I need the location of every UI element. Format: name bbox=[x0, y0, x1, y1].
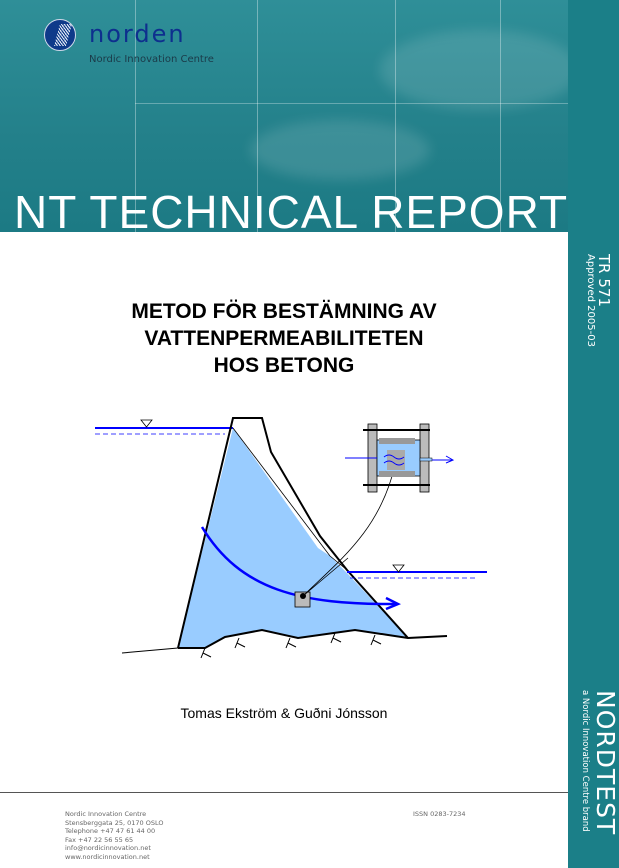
header-banner: norden Nordic Innovation Centre NT TECHN… bbox=[0, 0, 619, 232]
dam-outline bbox=[177, 417, 409, 649]
seepage-zone bbox=[178, 428, 408, 648]
water-level-marker bbox=[392, 564, 405, 573]
issn: ISSN 0283-7234 bbox=[413, 810, 466, 818]
logo-word: norden bbox=[89, 20, 186, 48]
logo-subtitle: Nordic Innovation Centre bbox=[89, 54, 214, 65]
footer-contact: Nordic Innovation Centre Stensberggata 2… bbox=[65, 810, 163, 861]
footer-fax: Fax +47 22 56 55 65 bbox=[65, 835, 134, 844]
report-type-title: NT TECHNICAL REPORT bbox=[14, 186, 569, 232]
footer-telephone: Telephone +47 47 61 44 00 bbox=[65, 827, 156, 835]
footer-address: Stensberggata 25, 0170 OSLO bbox=[65, 818, 164, 827]
foundation-line bbox=[178, 628, 448, 649]
norden-logo-icon bbox=[44, 19, 76, 51]
authors: Tomas Ekström & Guðni Jónsson bbox=[180, 705, 388, 721]
sample-core bbox=[294, 591, 311, 608]
ground-hatch bbox=[200, 632, 382, 659]
document-title: METOD FÖR BESTÄMNING AV VATTENPERMEABILI… bbox=[0, 298, 568, 379]
footer-org: Nordic Innovation Centre bbox=[65, 810, 147, 818]
footer-divider bbox=[0, 792, 568, 793]
title-line: VATTENPERMEABILITETEN bbox=[144, 327, 424, 350]
title-line: HOS BETONG bbox=[213, 354, 355, 377]
permeability-test-cell bbox=[345, 423, 455, 493]
water-level-marker bbox=[140, 419, 153, 428]
flow-arrow bbox=[200, 526, 399, 606]
side-strip: TR 571 Approved 2005-03 NORDTEST a Nordi… bbox=[568, 0, 619, 868]
footer-email: info@nordicinnovation.net bbox=[65, 844, 151, 852]
title-line: METOD FÖR BESTÄMNING AV bbox=[131, 300, 437, 323]
footer-web: www.nordicinnovation.net bbox=[65, 852, 150, 861]
